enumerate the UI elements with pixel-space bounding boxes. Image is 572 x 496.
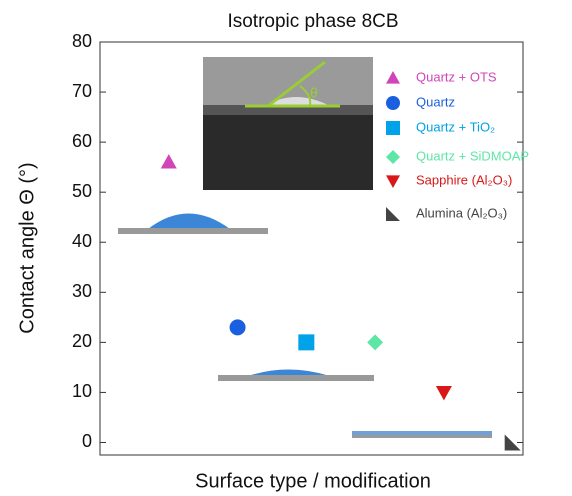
x-axis-label: Surface type / modification bbox=[195, 470, 431, 492]
y-tick-label: 0 bbox=[82, 431, 92, 451]
legend-label: Quartz + SiDMOAP bbox=[416, 148, 529, 163]
y-axis-label: Contact angle Θ (°) bbox=[16, 162, 38, 333]
y-tick-label: 70 bbox=[72, 81, 92, 101]
y-tick-label: 80 bbox=[72, 31, 92, 51]
marker bbox=[435, 386, 452, 401]
marker bbox=[298, 334, 315, 351]
legend-label: Quartz + OTS bbox=[416, 69, 497, 84]
legend-label: Quartz + TiO₂ bbox=[416, 119, 495, 134]
y-tick-label: 30 bbox=[72, 281, 92, 301]
legend-marker bbox=[386, 150, 400, 164]
y-tick-label: 10 bbox=[72, 381, 92, 401]
legend-marker bbox=[386, 207, 400, 221]
y-tick-label: 40 bbox=[72, 231, 92, 251]
y-tick-label: 20 bbox=[72, 331, 92, 351]
surface-drawings bbox=[118, 213, 492, 438]
y-tick-label: 50 bbox=[72, 181, 92, 201]
legend-marker bbox=[386, 96, 400, 110]
chart-title: Isotropic phase 8CB bbox=[227, 11, 398, 32]
marker bbox=[160, 154, 177, 169]
legend-label: Alumina (Al₂O₃) bbox=[416, 205, 507, 220]
legend-label: Sapphire (Al₂O₃) bbox=[416, 172, 512, 187]
marker bbox=[367, 334, 384, 351]
marker bbox=[229, 319, 246, 336]
legend-marker bbox=[386, 71, 400, 84]
legend-marker bbox=[386, 121, 400, 135]
inset-label: θ bbox=[310, 85, 318, 101]
y-tick-label: 60 bbox=[72, 131, 92, 151]
legend-label: Quartz bbox=[416, 94, 455, 109]
legend-marker bbox=[386, 175, 400, 188]
inset-photo bbox=[203, 57, 373, 190]
plot-frame bbox=[99, 41, 524, 456]
marker bbox=[504, 434, 521, 451]
